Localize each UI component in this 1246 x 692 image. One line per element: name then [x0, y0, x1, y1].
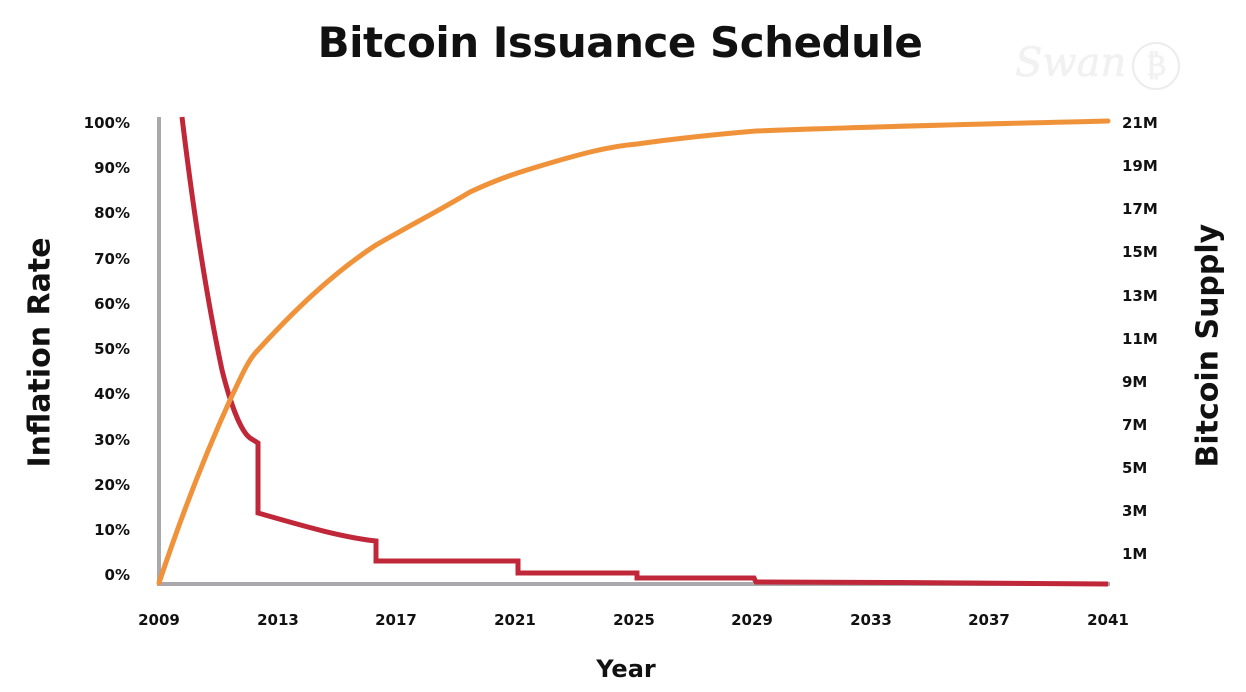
inflation-rate-line: [179, 116, 1109, 587]
right-tick: 15M: [1122, 243, 1158, 261]
x-tick: 2025: [613, 611, 655, 629]
x-tick: 2013: [257, 611, 299, 629]
right-tick: 5M: [1122, 459, 1148, 477]
left-tick: 100%: [83, 114, 130, 132]
x-tick: 2029: [731, 611, 773, 629]
bitcoin-coin-icon: ₿: [1132, 42, 1181, 90]
right-tick: 19M: [1122, 157, 1158, 175]
x-axis-label: Year: [596, 655, 656, 683]
left-tick: 10%: [94, 521, 130, 539]
left-tick: 80%: [94, 204, 130, 222]
right-tick: 11M: [1122, 330, 1158, 348]
left-tick: 90%: [94, 159, 130, 177]
right-tick: 9M: [1122, 373, 1148, 391]
right-tick: 17M: [1122, 200, 1158, 218]
left-tick: 20%: [94, 476, 130, 494]
right-tick: 1M: [1122, 545, 1148, 563]
x-tick: 2037: [968, 611, 1010, 629]
left-tick: 30%: [94, 431, 130, 449]
right-tick: 3M: [1122, 502, 1148, 520]
watermark-text: Swan: [1015, 40, 1127, 86]
left-tick: 0%: [104, 566, 130, 584]
x-tick: 2009: [138, 611, 180, 629]
right-tick: 13M: [1122, 287, 1158, 305]
x-tick: 2033: [850, 611, 892, 629]
left-tick: 40%: [94, 385, 130, 403]
right-tick: 21M: [1122, 114, 1158, 132]
x-tick: 2017: [375, 611, 417, 629]
left-tick: 70%: [94, 250, 130, 268]
swan-watermark: Swan ₿: [1015, 40, 1181, 90]
left-tick: 50%: [94, 340, 130, 358]
bitcoin-supply-line: [156, 118, 1111, 586]
right-tick: 7M: [1122, 416, 1148, 434]
chart-title: Bitcoin Issuance Schedule: [317, 18, 923, 67]
x-tick: 2041: [1087, 611, 1129, 629]
x-tick: 2021: [494, 611, 536, 629]
left-tick: 60%: [94, 295, 130, 313]
